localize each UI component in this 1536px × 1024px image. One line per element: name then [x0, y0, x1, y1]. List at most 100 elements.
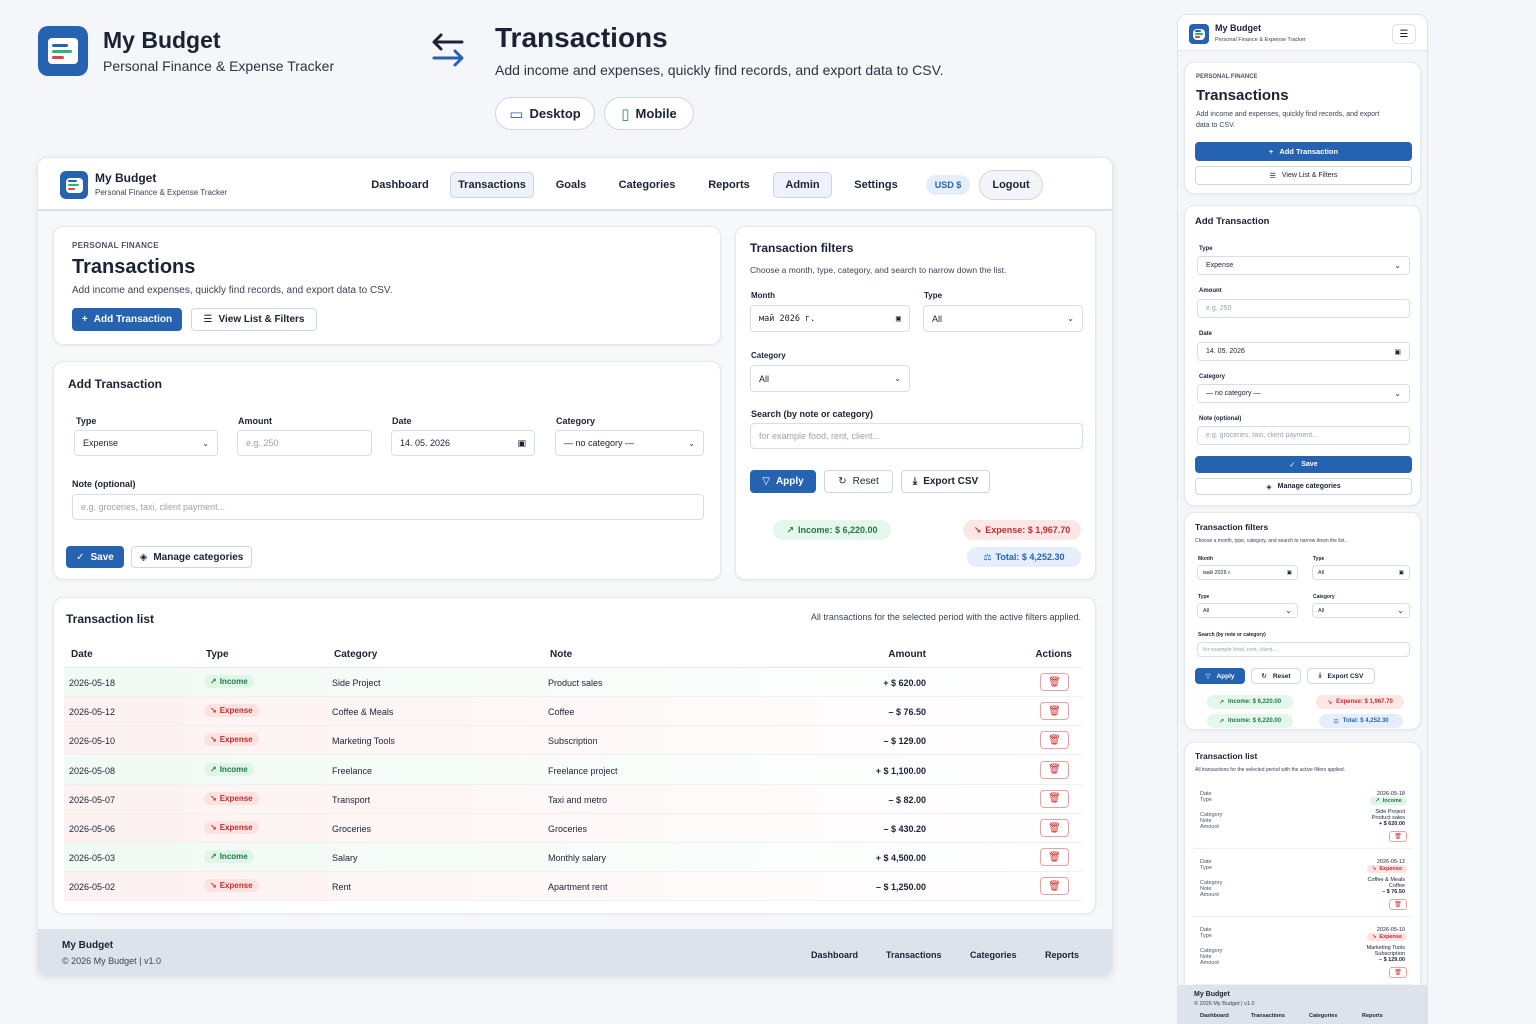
footer-link-categories[interactable]: Categories	[970, 950, 1017, 960]
category-select[interactable]: — no category — ⌄	[555, 430, 704, 456]
trend-up-icon: ↗	[1218, 718, 1224, 725]
filter-type-select[interactable]: All ⌄	[923, 305, 1083, 332]
footer-link-dashboard[interactable]: Dashboard	[811, 950, 859, 960]
delete-button[interactable]: 🗑	[1040, 819, 1069, 837]
date-input[interactable]: 14. 05. 2026 ▣	[391, 430, 535, 456]
row-category: Side Project	[332, 678, 381, 688]
search-placeholder: for example food, rent, client...	[759, 431, 881, 441]
mobile-footer-reports[interactable]: Reports	[1362, 1013, 1383, 1019]
mobile-date-input[interactable]: 14. 05. 2026 ▣	[1197, 342, 1410, 361]
mobile-total-text: Total: $ 4,252.30	[1342, 718, 1389, 724]
mobile-ftype-value: All	[1318, 569, 1325, 576]
mobile-row-key: Date	[1200, 927, 1212, 933]
mobile-footer-dashboard[interactable]: Dashboard	[1200, 1013, 1229, 1019]
mobile-toggle[interactable]: ▯ Mobile	[604, 97, 694, 130]
mobile-row-type-label: Expense	[1379, 866, 1402, 872]
mobile-list-subtitle: All transactions for the selected period…	[1195, 767, 1346, 773]
calendar-icon[interactable]: ▣	[1286, 569, 1292, 576]
filter-category-select[interactable]: All ⌄	[750, 365, 910, 392]
navbar-logo[interactable]	[60, 171, 88, 199]
amount-input[interactable]: e.g. 250	[237, 430, 372, 456]
mobile-type-select[interactable]: Expense ⌄	[1197, 256, 1410, 275]
apply-button[interactable]: ▽ Apply	[750, 470, 816, 493]
note-input[interactable]: e.g. groceries, taxi, client payment...	[72, 494, 704, 520]
calendar-icon[interactable]: ▣	[1394, 348, 1401, 356]
mobile-logo[interactable]	[1189, 24, 1209, 44]
mobile-row-key: Note	[1200, 818, 1212, 824]
mobile-row-category: Marketing Tools	[1366, 945, 1405, 951]
mobile-note-placeholder: e.g. groceries, taxi, client payment...	[1206, 432, 1319, 439]
delete-button[interactable]: 🗑	[1040, 731, 1069, 750]
hero-app-name: My Budget	[103, 27, 221, 53]
mobile-export-button[interactable]: ⤓ Export CSV	[1307, 668, 1375, 684]
delete-button[interactable]: 🗑	[1040, 848, 1069, 867]
row-date: 2026-05-03	[69, 853, 116, 864]
search-input[interactable]: for example food, rent, client...	[750, 423, 1083, 449]
mobile-reset-button[interactable]: ↻ Reset	[1251, 668, 1301, 684]
delete-button[interactable]: 🗑	[1040, 702, 1069, 721]
export-csv-button[interactable]: ⤓ Export CSV	[901, 470, 990, 493]
save-button[interactable]: ✓ Save	[66, 546, 124, 568]
mobile-filters-card: Transaction filters Choose a month, type…	[1184, 512, 1421, 730]
mobile-row: Date Type Category Note Amount 2026-05-10 ↘ Exp…	[1193, 923, 1413, 985]
nav-admin[interactable]: Admin	[773, 172, 832, 198]
delete-button[interactable]: 🗑	[1040, 760, 1069, 779]
month-value: май 2026 г.	[759, 313, 816, 324]
apply-label: Apply	[775, 476, 804, 487]
mobile-footer-categories[interactable]: Categories	[1309, 1013, 1338, 1019]
nav-reports[interactable]: Reports	[708, 179, 750, 191]
mobile-amount-input[interactable]: e.g. 250	[1197, 299, 1410, 318]
mobile-fcategory-select[interactable]: All ⌄	[1312, 603, 1410, 618]
chevron-down-icon: ⌄	[1285, 606, 1292, 615]
calendar-icon[interactable]: ▣	[1398, 569, 1404, 576]
nav-goals[interactable]: Goals	[555, 179, 587, 191]
logout-button[interactable]: Logout	[979, 170, 1043, 200]
mobile-delete-button[interactable]: 🗑	[1389, 967, 1407, 978]
currency-badge[interactable]: USD $	[926, 175, 970, 195]
delete-button[interactable]: 🗑	[1040, 877, 1069, 896]
income-summary: ↗ Income: $ 6,220.00	[773, 520, 891, 540]
mobile-form-title: Add Transaction	[1195, 216, 1270, 227]
mobile-search-input[interactable]: for example food, rent, client...	[1197, 642, 1410, 657]
mobile-footer-transactions[interactable]: Transactions	[1251, 1013, 1285, 1019]
mobile-ftype2-select[interactable]: All ⌄	[1197, 603, 1298, 618]
manage-categories-button[interactable]: ◈ Manage categories	[131, 546, 252, 568]
mobile-search-label: Search (by note or category)	[1198, 632, 1266, 638]
nav-categories[interactable]: Categories	[618, 179, 676, 191]
mobile-row-amount: + $ 620.00	[1378, 821, 1405, 827]
mobile-apply-button[interactable]: ▽ Apply	[1195, 668, 1245, 684]
month-input[interactable]: май 2026 г. ▣	[750, 305, 910, 332]
nav-dashboard[interactable]: Dashboard	[371, 179, 429, 191]
mobile-ftype-select[interactable]: All ▣	[1312, 565, 1410, 580]
view-list-button[interactable]: ☰ View List & Filters	[191, 308, 317, 331]
mobile-add-button[interactable]: + Add Transaction	[1195, 142, 1412, 161]
desktop-toggle[interactable]: ▭ Desktop	[495, 97, 595, 130]
mobile-category-select[interactable]: — no category — ⌄	[1197, 384, 1410, 403]
nav-transactions[interactable]: Transactions	[450, 172, 534, 198]
mobile-row-category: Side Project	[1375, 809, 1405, 815]
mobile-month-input[interactable]: май 2026 г. ▣	[1197, 565, 1298, 580]
add-transaction-button[interactable]: + Add Transaction	[72, 308, 182, 331]
footer-link-reports[interactable]: Reports	[1045, 950, 1080, 960]
mobile-save-button[interactable]: ✓ Save	[1195, 456, 1412, 473]
nav-settings[interactable]: Settings	[854, 179, 898, 191]
row-note: Monthly salary	[548, 853, 607, 864]
mobile-note-input[interactable]: e.g. groceries, taxi, client payment...	[1197, 426, 1410, 445]
delete-button[interactable]: 🗑	[1040, 673, 1069, 691]
save-label: Save	[90, 551, 114, 563]
reset-button[interactable]: ↻ Reset	[824, 470, 893, 493]
add-form-title: Add Transaction	[68, 377, 163, 391]
mobile-view-button[interactable]: ☰ View List & Filters	[1195, 166, 1412, 185]
calendar-icon[interactable]: ▣	[517, 437, 526, 448]
hamburger-menu-icon[interactable]: ☰	[1392, 24, 1416, 44]
mobile-delete-button[interactable]: 🗑	[1389, 831, 1407, 842]
trash-icon: 🗑	[1394, 970, 1402, 976]
table-row: 2026-05-08 ↗ Income Freelance Freelance proj…	[64, 755, 1082, 785]
mobile-manage-button[interactable]: ◈ Manage categories	[1195, 478, 1412, 495]
calendar-icon[interactable]: ▣	[895, 313, 901, 324]
footer-link-transactions[interactable]: Transactions	[886, 950, 942, 960]
mobile-delete-button[interactable]: 🗑	[1389, 899, 1407, 910]
delete-button[interactable]: 🗑	[1040, 789, 1069, 808]
category-select-value: — no category —	[564, 438, 635, 448]
type-select[interactable]: Expense ⌄	[74, 430, 218, 456]
